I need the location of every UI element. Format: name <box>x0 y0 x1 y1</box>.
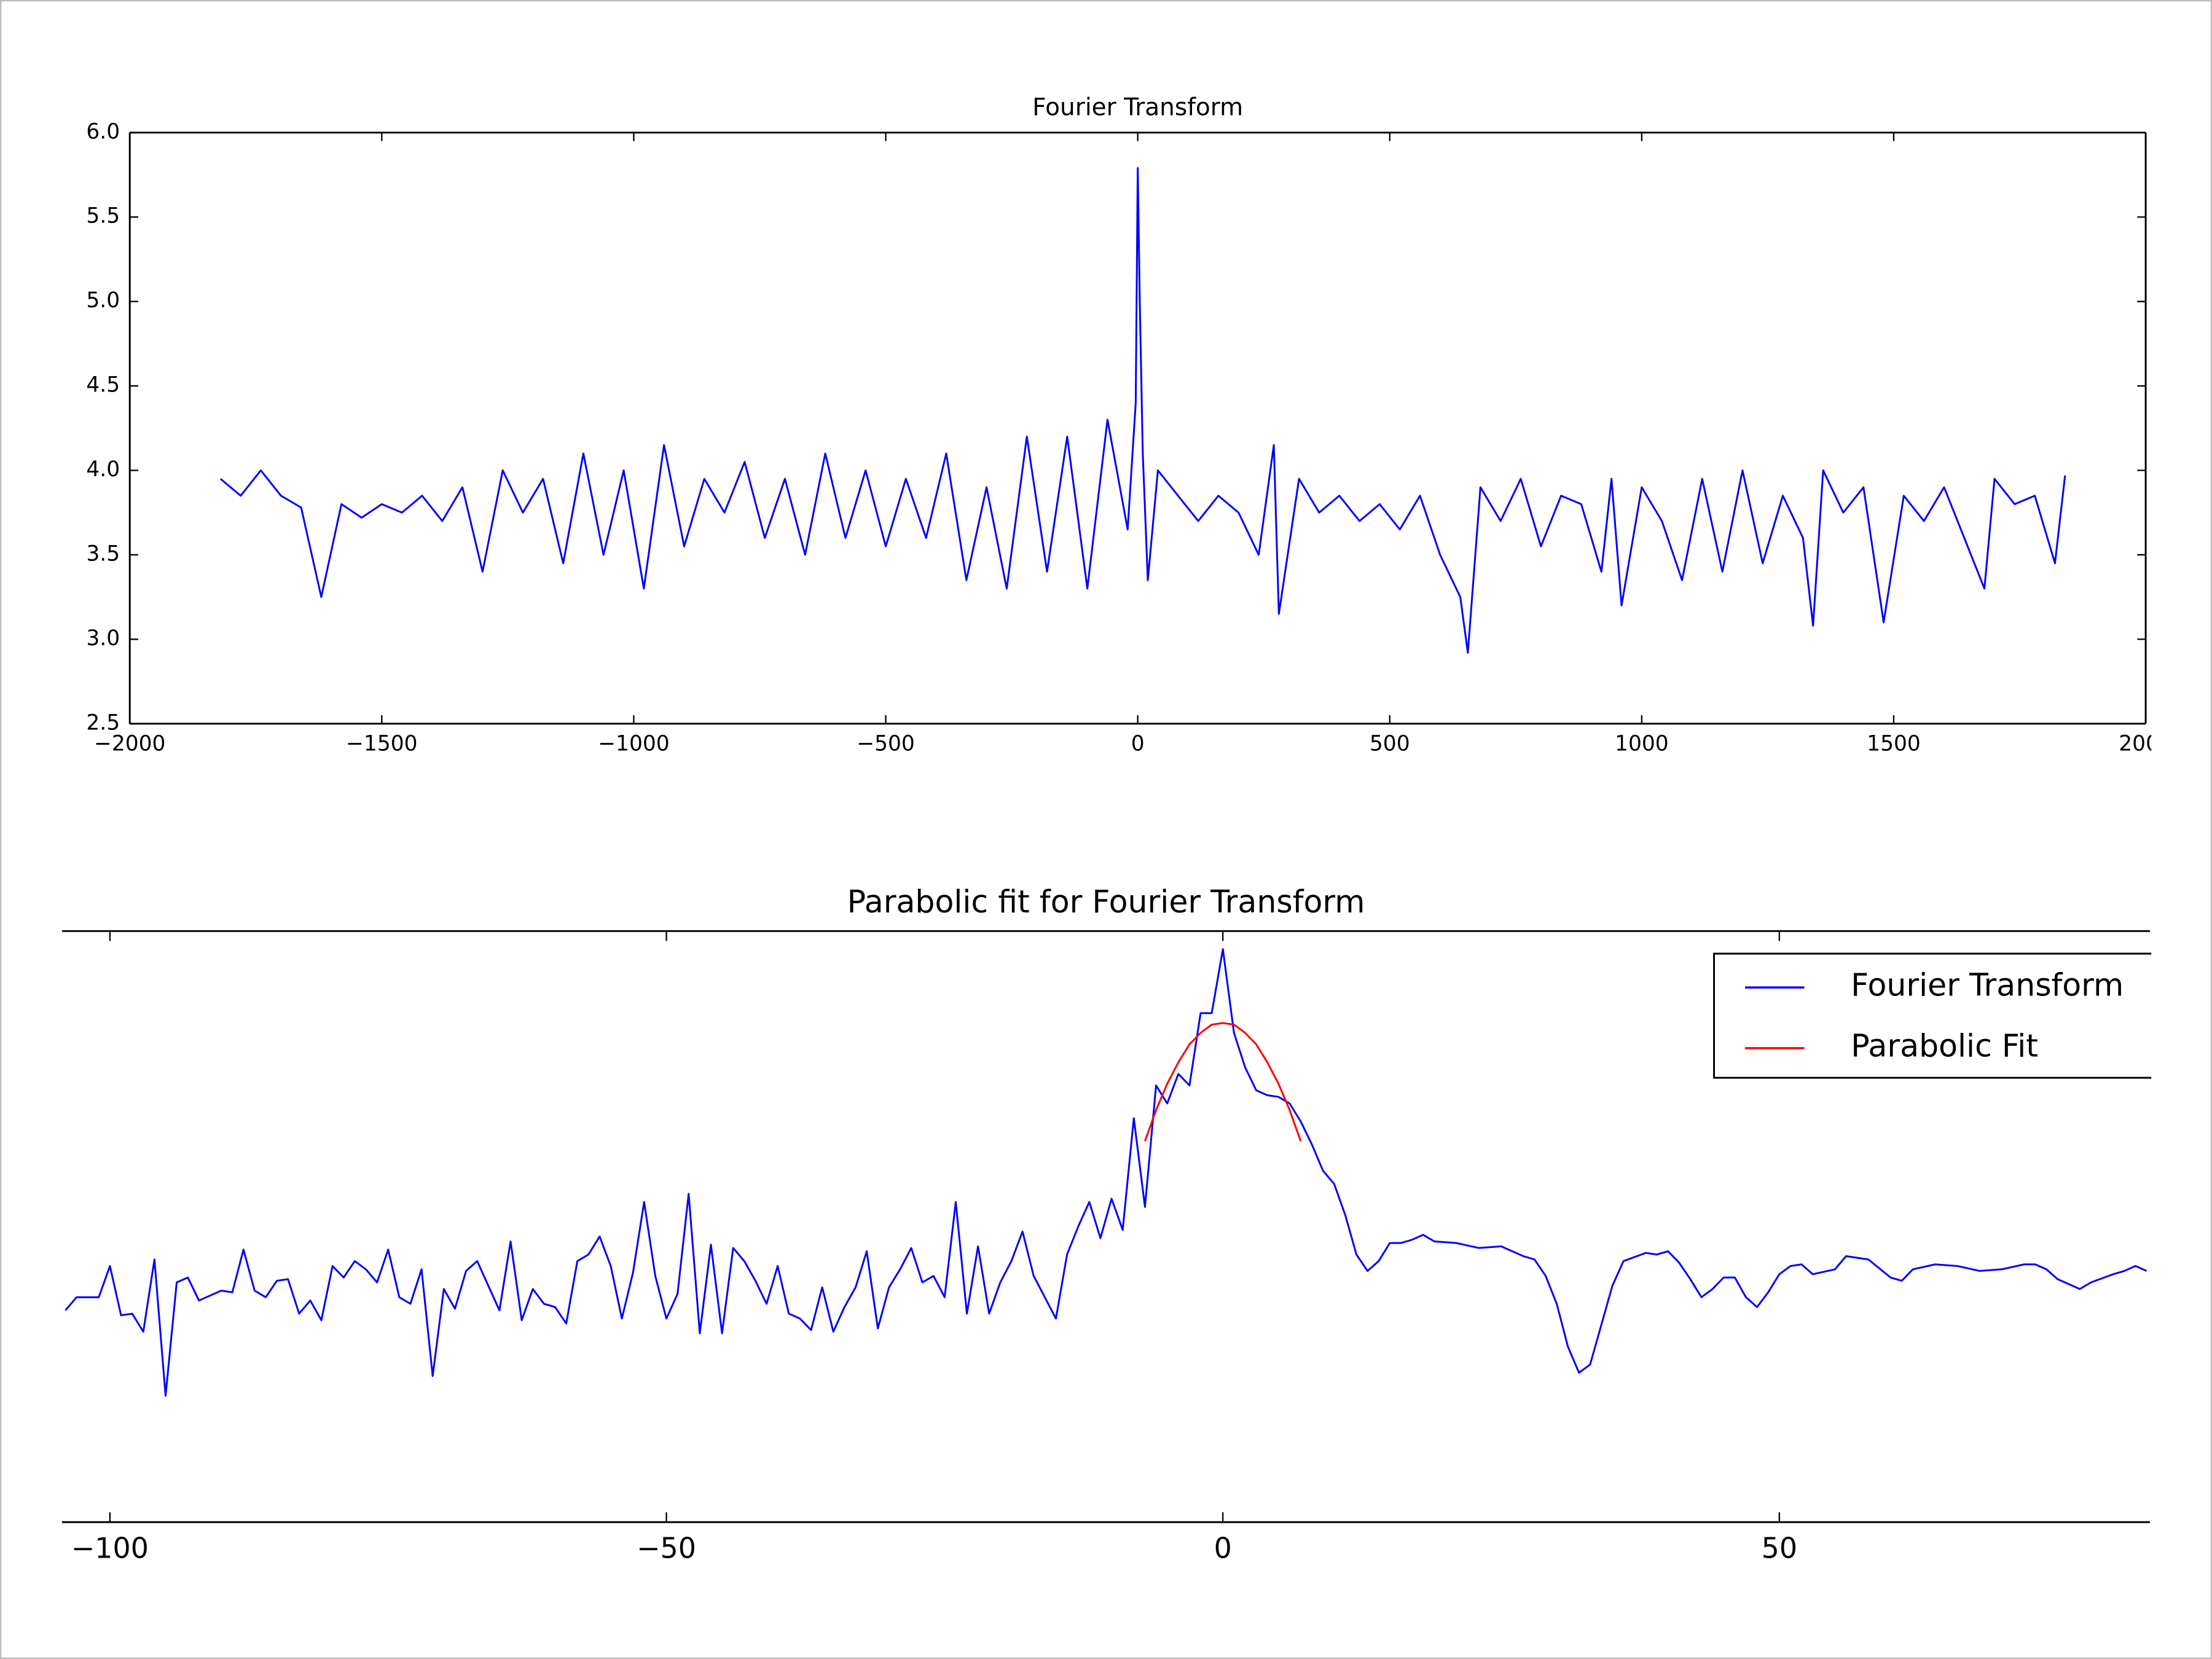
x-tick-label: −100 <box>71 1532 149 1565</box>
y-tick-label: 4.0 <box>86 457 120 482</box>
legend-label: Parabolic Fit <box>1851 1027 2038 1064</box>
legend-label: Fourier Transform <box>1851 967 2124 1003</box>
y-tick-label: 4.5 <box>86 373 120 398</box>
x-tick-label: 500 <box>1370 732 1410 756</box>
data-line <box>65 948 2147 1397</box>
y-tick-label: 6.0 <box>86 119 120 144</box>
data-line <box>1143 1022 1302 1142</box>
y-tick-label: 3.5 <box>86 541 120 566</box>
x-tick-label: −1500 <box>346 732 417 756</box>
plot-area: Fourier Transform−2000 −1500 −1000 −500 0 500… <box>62 93 2173 1565</box>
x-tick-label: 0 <box>1214 1532 1232 1565</box>
y-tick-label: 3.0 <box>86 626 120 651</box>
chart-title: Fourier Transform <box>1032 93 1243 121</box>
x-tick-label: 1500 <box>1867 732 1921 756</box>
x-tick-label: −500 <box>857 732 915 756</box>
data-line <box>219 167 2066 654</box>
x-tick-label: 0 <box>1131 732 1145 756</box>
y-tick-label: 2.5 <box>86 710 120 735</box>
y-tick-label: 5.5 <box>86 204 120 229</box>
x-tick-label: 2000 <box>2119 732 2173 756</box>
legend-box <box>1713 952 2152 1079</box>
x-tick-label: 50 <box>1762 1532 1797 1565</box>
x-tick-label: −50 <box>637 1532 696 1565</box>
x-tick-label: −1000 <box>598 732 669 756</box>
y-tick-label: 5.0 <box>86 288 120 313</box>
chart-title: Parabolic fit for Fourier Transform <box>847 884 1365 920</box>
x-tick-label: 1000 <box>1615 732 1669 756</box>
x-tick-label: −2000 <box>94 732 165 756</box>
